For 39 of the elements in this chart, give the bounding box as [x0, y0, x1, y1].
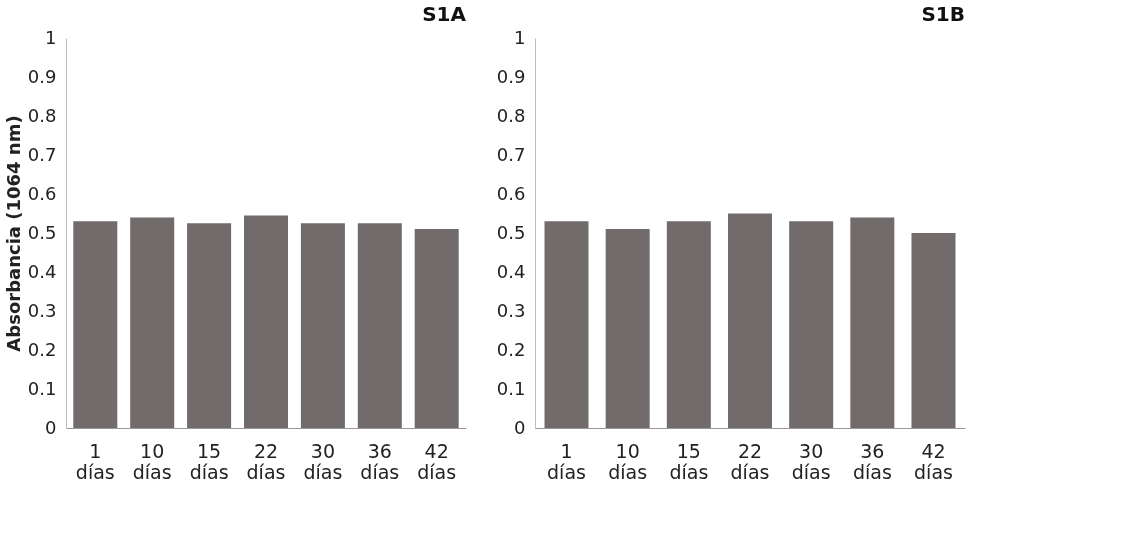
y-tick-label: 0.2	[27, 338, 57, 360]
chart-title: S1B	[921, 2, 965, 26]
y-tick-label: 0.8	[496, 104, 526, 126]
y-tick-label: 0.6	[496, 182, 526, 204]
y-tick-label: 0	[45, 416, 57, 438]
x-tick-label: 36 días	[360, 439, 400, 483]
x-tick-label: 1 días	[547, 439, 586, 483]
x-tick-label: 10 días	[608, 439, 648, 483]
x-tick-label: 15 días	[669, 439, 709, 483]
x-tick-label: 22 días	[246, 439, 286, 483]
y-tick-label: 0.3	[496, 299, 526, 321]
y-tick-label: 0.8	[27, 104, 57, 126]
y-tick-label: 0.9	[496, 65, 526, 87]
x-tick-label: 22 días	[730, 439, 770, 483]
x-tick-label: 15 días	[189, 439, 229, 483]
y-tick-label: 1	[45, 26, 57, 48]
x-tick-label: 42 días	[914, 439, 953, 483]
y-tick-label: 0.3	[27, 299, 57, 321]
y-tick-label: 0.7	[27, 143, 57, 165]
y-tick-label: 0	[514, 416, 526, 438]
x-tick-label: 30 días	[303, 439, 343, 483]
y-tick-label: 0.7	[496, 143, 526, 165]
y-tick-label: 0.1	[27, 377, 57, 399]
y-tick-label: 0.4	[496, 260, 526, 282]
y-tick-label: 1	[514, 26, 526, 48]
y-axis-title: Absorbancia (1064 nm)	[2, 115, 24, 352]
chart-title: S1A	[422, 2, 467, 26]
y-tick-label: 0.5	[496, 221, 526, 243]
y-tick-label: 0.6	[27, 182, 57, 204]
x-tick-label: 36 días	[852, 439, 892, 483]
y-tick-label: 0.9	[27, 65, 57, 87]
y-tick-label: 0.4	[27, 260, 57, 282]
x-tick-label: 1 días	[75, 439, 115, 483]
y-tick-label: 0.5	[27, 221, 57, 243]
x-tick-label: 30 días	[791, 439, 831, 483]
y-tick-label: 0.2	[496, 338, 526, 360]
y-tick-label: 0.1	[496, 377, 526, 399]
x-tick-label: 42 días	[417, 439, 457, 483]
x-tick-label: 10 días	[132, 439, 172, 483]
